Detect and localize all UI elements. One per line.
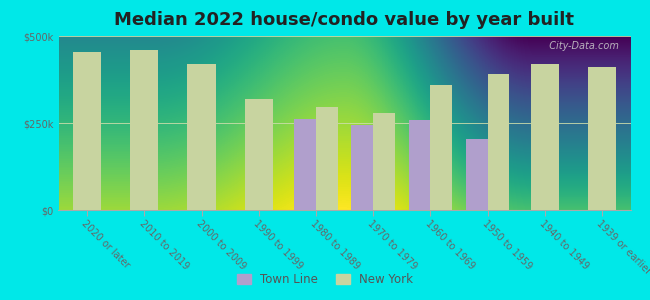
- Bar: [316, 107, 337, 210]
- Bar: [466, 139, 488, 210]
- Bar: [588, 67, 616, 210]
- Bar: [130, 50, 159, 210]
- Bar: [73, 52, 101, 210]
- Bar: [187, 64, 216, 210]
- Bar: [373, 112, 395, 210]
- Legend: Town Line, New York: Town Line, New York: [232, 269, 418, 291]
- Bar: [488, 74, 509, 210]
- Bar: [244, 99, 273, 210]
- Bar: [530, 64, 559, 210]
- Bar: [430, 85, 452, 210]
- Bar: [294, 119, 316, 210]
- Title: Median 2022 house/condo value by year built: Median 2022 house/condo value by year bu…: [114, 11, 575, 29]
- Bar: [409, 120, 430, 210]
- Bar: [352, 125, 373, 210]
- Text: City-Data.com: City-Data.com: [543, 41, 619, 51]
